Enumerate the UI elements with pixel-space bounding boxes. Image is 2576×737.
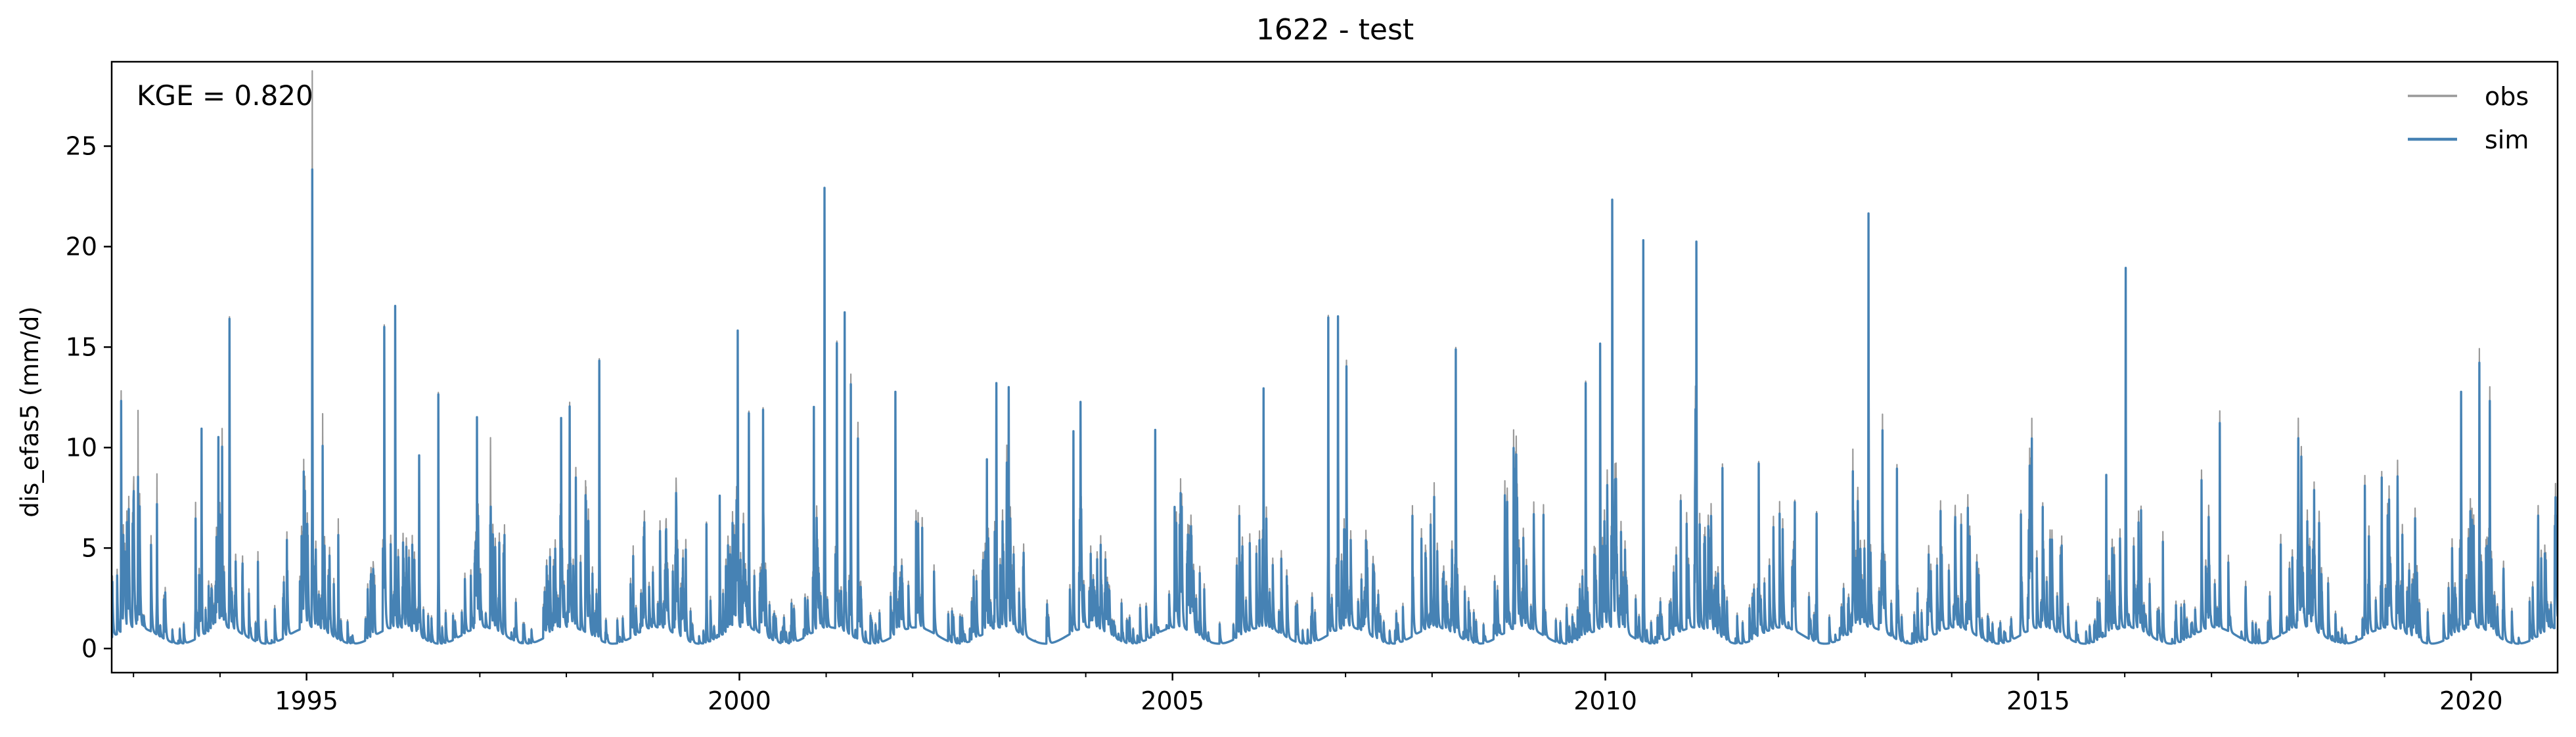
x-tick-label: 2005 bbox=[1141, 686, 1204, 715]
legend: obs sim bbox=[2408, 82, 2529, 154]
series-line-sim bbox=[112, 168, 2558, 645]
y-tick-label: 10 bbox=[66, 433, 97, 462]
y-tick-label: 0 bbox=[81, 634, 97, 663]
x-tick-label: 1995 bbox=[275, 686, 338, 715]
legend-obs-label: obs bbox=[2485, 82, 2529, 111]
kge-annotation: KGE = 0.820 bbox=[137, 79, 313, 112]
y-tick-label: 25 bbox=[66, 131, 97, 160]
legend-sim-label: sim bbox=[2485, 125, 2529, 154]
x-tick-label: 2015 bbox=[2006, 686, 2070, 715]
x-axis-ticks: 1995 2000 2005 2010 2015 2020 bbox=[133, 673, 2503, 715]
y-axis-ticks: 0 5 10 15 20 25 bbox=[66, 131, 112, 663]
x-tick-label: 2010 bbox=[1573, 686, 1637, 715]
y-tick-label: 5 bbox=[81, 533, 97, 562]
chart-title: 1622 - test bbox=[1256, 13, 1414, 47]
x-tick-label: 2000 bbox=[708, 686, 771, 715]
y-tick-label: 20 bbox=[66, 232, 97, 261]
series-layer bbox=[112, 70, 2558, 645]
y-tick-label: 15 bbox=[66, 332, 97, 361]
x-tick-label: 2020 bbox=[2439, 686, 2503, 715]
plot-frame bbox=[110, 60, 2559, 674]
y-axis-label: dis_efas5 (mm/d) bbox=[16, 306, 44, 518]
